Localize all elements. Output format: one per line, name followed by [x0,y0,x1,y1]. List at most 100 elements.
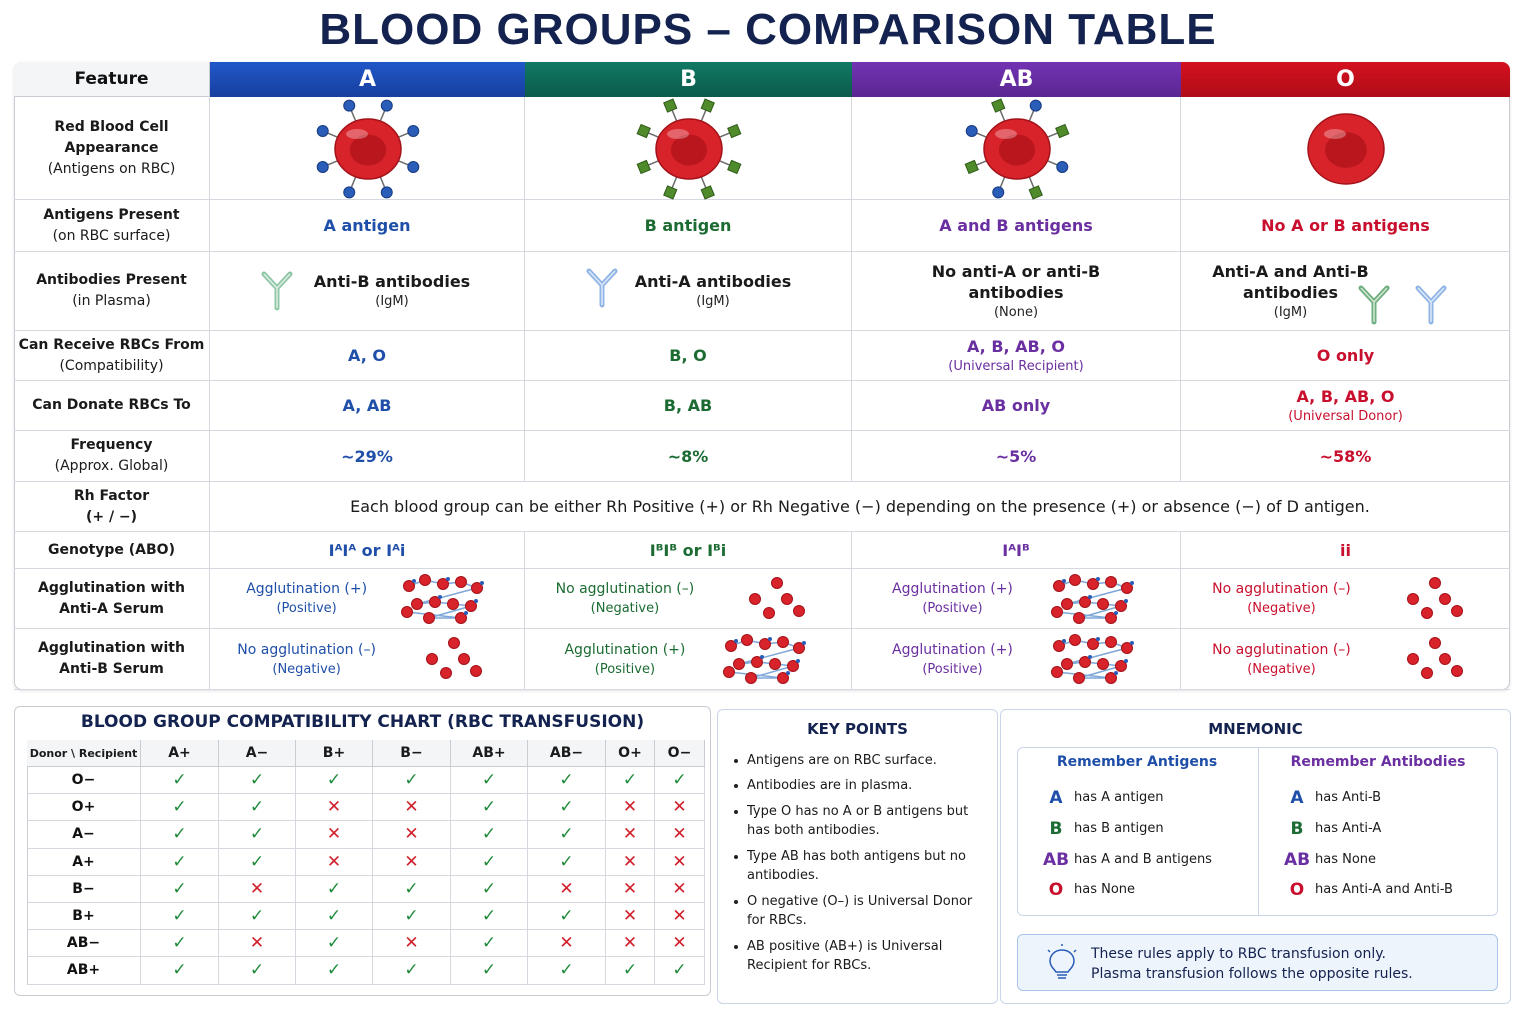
cluster-cell [1051,666,1064,678]
cell-main: No agglutination (–) [237,641,376,658]
mnemonic-group: B [1049,818,1063,839]
donor-label: A− [27,821,141,849]
value-cell: ~8% [525,431,852,482]
compat-mark: ✕ [219,875,296,903]
cluster-antibody [412,579,416,583]
compat-mark: ✕ [655,903,705,931]
cluster-antibody [1130,641,1135,645]
value-cell: A, B, AB, O (Universal Recipient) [852,331,1181,381]
donor-label: A+ [27,848,141,876]
cell-main: A and B antigens [939,216,1093,235]
value-cell: B antigen [525,200,852,252]
value-cell [852,569,1181,629]
antibody-icon [261,271,293,311]
cell-main: A, AB [342,396,392,415]
cluster-cell [1105,612,1118,624]
bulb-glass [1049,949,1075,973]
mnemonic-group: B [1290,818,1304,839]
feature-cell: Frequency (Approx. Global) [14,431,210,482]
cell-main: A antigen [323,216,411,235]
scattered-cells [1406,577,1463,619]
cell-main: B, AB [663,396,713,415]
mnemonic-title: MNEMONIC [1208,720,1303,738]
cell-main: Anti-B antibodies [313,272,471,291]
compat-mark: ✕ [655,875,705,903]
cluster-antibody [734,639,739,643]
mnemonic-text: has None [1074,882,1136,898]
value-cell: ~58% [1181,431,1510,482]
feature-label: Red Blood Cell Appearance [54,118,169,156]
antigen-b [662,184,677,200]
value-cell [525,97,852,200]
cluster-link [1079,605,1122,619]
key-point: Antibodies are in plasma. [747,778,913,793]
antibody-inner [1417,287,1445,322]
cell-main: IᴬIᴮ [1002,540,1030,560]
key-point: Antigens are on RBC surface. [747,753,937,768]
key-point: O negative (O–) is Universal Donor for R… [747,894,973,928]
donor-label: O+ [27,794,141,822]
cluster-cell [1053,580,1066,592]
cluster-link [1067,647,1128,665]
compat-mark: ✓ [219,821,296,849]
compat-header: B− [373,740,451,767]
key-point: AB positive (AB+) is Universal Recipient… [747,939,943,973]
compat-title: BLOOD GROUP COMPATIBILITY CHART (RBC TRA… [80,712,645,732]
cluster-antibody [1124,599,1129,603]
page-title: BLOOD GROUPS – COMPARISON TABLE [319,5,1217,54]
value-cell [210,569,525,629]
compat-mark: ✓ [141,821,219,849]
cluster-cell [1115,660,1128,672]
antigen-b [726,123,741,138]
value-cell: A, O [210,331,525,381]
header-group: B [525,62,852,97]
mnemonic-group: AB [1283,849,1311,870]
cell-main: No agglutination (–) [555,581,695,597]
compat-mark: ✓ [606,767,655,795]
free-cell [1406,593,1419,605]
cluster-link [750,665,794,679]
key-points-frame [717,709,998,1004]
feature-label: (Compatibility) [59,357,164,374]
bulb-ray [1073,949,1077,953]
mnemonic-text: has Anti-B [1315,790,1382,805]
mnemonic-heading: Remember Antibodies [1290,754,1466,770]
feature-label: Can Donate RBCs To [32,397,191,413]
compat-frame [14,706,711,996]
compat-mark: ✓ [296,903,373,931]
header-group: AB [852,62,1181,97]
cluster-link [738,647,800,665]
bullet [734,810,738,814]
agglutination-cluster [723,634,807,684]
rbc-center [670,133,707,166]
feature-label: Antibodies Present [36,272,187,288]
compat-mark: ✓ [528,767,606,795]
rbc-center [349,133,386,166]
cluster-cell [1061,598,1074,610]
compat-header: AB− [528,740,606,767]
cluster-cell [1097,598,1110,610]
cluster-cell [1087,578,1100,590]
cell-note: (IgM) [1273,304,1308,320]
cell-text: No agglutination (–) (Negative) [220,629,393,690]
compat-header: B+ [296,740,373,767]
feature-label: (Approx. Global) [54,458,169,474]
value-cell: ~29% [210,431,525,482]
compat-mark: ✓ [219,794,296,822]
compat-mark: ✓ [219,957,296,985]
value-cell [852,629,1181,690]
note-text: These rules apply to RBC transfusion onl… [1091,946,1386,962]
compat-mark: ✕ [373,848,451,876]
cell-main: IᴬIᴬ or Iᴬi [328,540,406,560]
compat-mark: ✕ [606,903,655,931]
compat-mark: ✓ [451,794,528,822]
cluster-antibody [1124,659,1129,663]
value-cell: Anti-A and Anti-B antibodies (IgM) [1181,252,1510,331]
cell-main: O only [1316,346,1375,365]
cell-main: antibodies [968,282,1064,302]
feature-label: (Antigens on RBC) [47,160,176,177]
cluster-antibody [1114,611,1119,615]
cluster-antibody [446,577,450,581]
value-cell [1181,629,1510,690]
free-cell [1420,667,1433,679]
